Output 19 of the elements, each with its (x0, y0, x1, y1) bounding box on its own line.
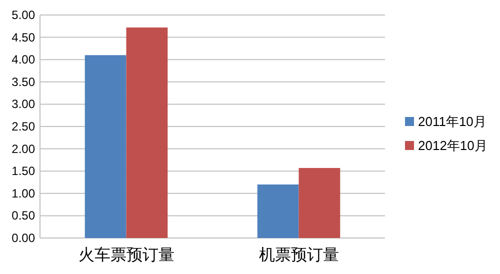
y-tick-label: 1.00 (12, 186, 36, 200)
bar (298, 168, 340, 238)
legend-label: 2011年10月 (418, 114, 486, 129)
x-tick-label: 机票预订量 (258, 246, 339, 264)
y-tick-label: 4.00 (12, 52, 36, 67)
y-tick-label: 0.00 (12, 231, 36, 245)
legend-label: 2012年10月 (418, 138, 488, 153)
y-tick-label: 1.50 (12, 164, 36, 178)
x-tick-label: 火车票预订量 (78, 246, 174, 264)
y-tick-label: 4.50 (12, 30, 36, 44)
bar (126, 27, 168, 238)
bar (84, 55, 126, 238)
bar (257, 184, 299, 238)
y-tick-label: 5.00 (12, 8, 36, 22)
y-tick-label: 2.00 (12, 142, 36, 156)
y-tick-label: 3.50 (12, 74, 36, 89)
y-tick-label: 2.50 (12, 120, 36, 134)
y-tick-label: 3.00 (12, 97, 36, 112)
y-tick-label: 0.50 (12, 208, 36, 223)
